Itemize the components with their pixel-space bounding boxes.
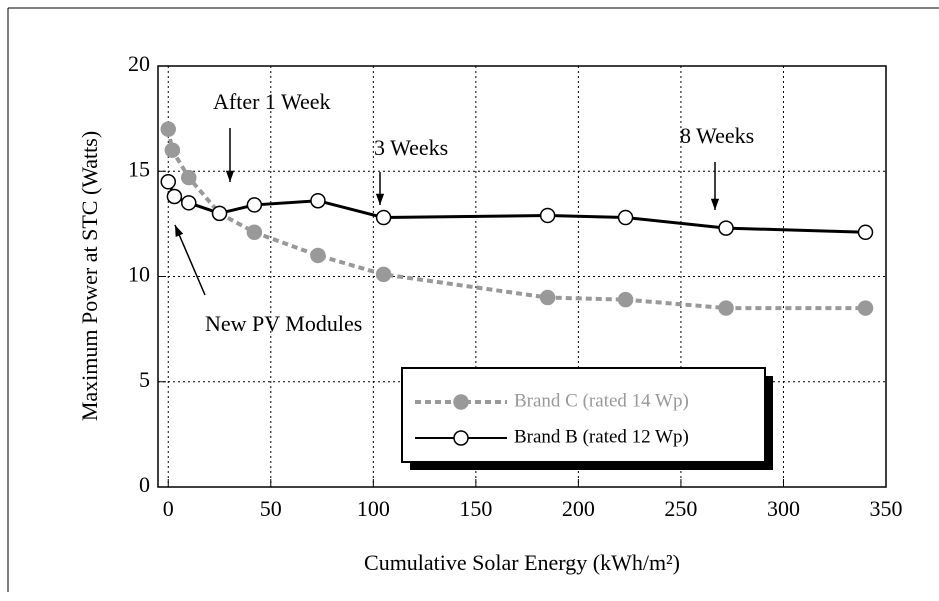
x-tick-label: 250 [664,496,697,521]
y-tick-label: 5 [139,367,150,392]
y-tick-label: 0 [139,472,150,497]
annotation-arrowhead [375,193,385,205]
data-point [617,291,634,308]
legend-label: Brand C (rated 14 Wp) [514,390,689,411]
data-point [181,195,197,211]
data-point [539,207,556,224]
annotation: 8 Weeks [680,123,754,148]
y-axis-label: Maximum Power at STC (Watts) [77,131,102,421]
data-point [181,169,197,186]
annotation: 3 Weeks [374,135,448,160]
legend-label: Brand B (rated 12 Wp) [514,426,689,447]
y-tick-label: 10 [128,262,150,287]
data-point [246,224,263,241]
x-tick-label: 100 [357,496,390,521]
data-point [166,188,183,205]
legend-marker [453,394,469,410]
x-tick-label: 50 [260,496,282,521]
legend-marker [453,430,469,446]
series-line [166,181,866,234]
data-point [211,205,228,222]
data-point [857,224,874,241]
annotation-arrowhead [225,170,235,182]
data-point [375,209,392,226]
annotation: After 1 Week [213,89,331,114]
data-point [310,192,326,209]
y-tick-label: 20 [128,51,150,76]
data-point [246,197,263,213]
annotation-arrow [174,224,206,296]
data-point [617,209,634,226]
annotation-arrowhead [710,198,720,210]
x-axis-label: Cumulative Solar Energy (kWh/m²) [364,550,680,575]
data-point [539,289,556,306]
data-point [857,300,874,316]
x-tick-label: 150 [459,496,492,521]
legend-box [401,367,766,463]
x-tick-label: 300 [767,496,800,521]
data-point [310,247,326,264]
data-point [718,220,734,236]
annotation: New PV Modules [205,311,362,336]
series-line [166,128,866,311]
data-point [164,142,181,158]
x-tick-label: 200 [562,496,595,521]
data-point [375,266,392,283]
y-tick-label: 15 [128,156,150,181]
annotation-arrowhead [175,225,184,237]
data-point [160,174,177,190]
data-point [718,300,734,316]
x-tick-label: 0 [163,496,174,521]
x-tick-label: 350 [870,496,903,521]
data-point [160,121,177,137]
